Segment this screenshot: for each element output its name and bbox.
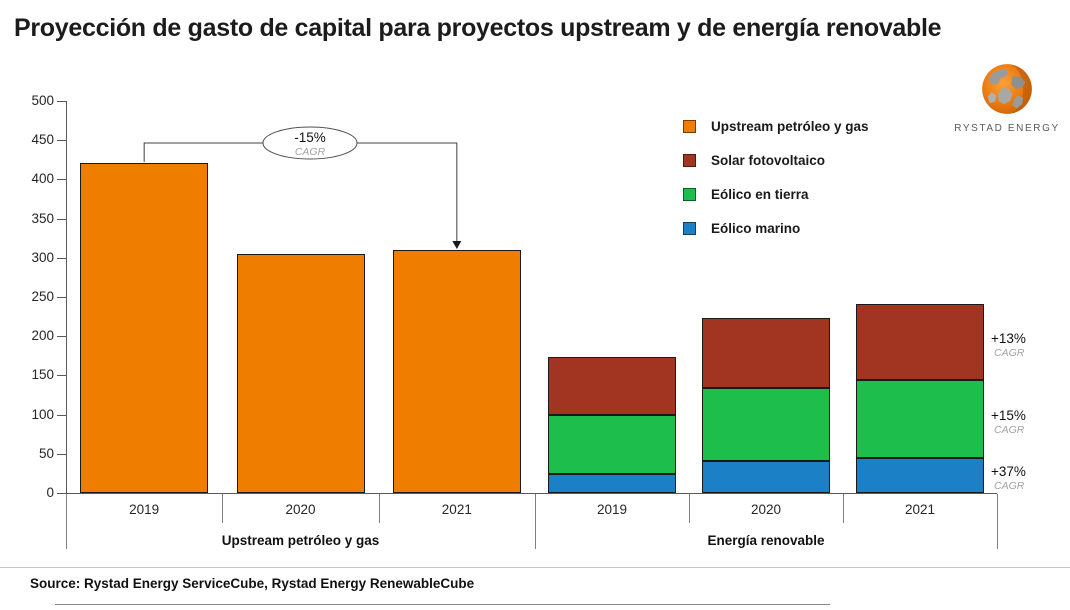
bar-onshore_wind-2020 <box>702 387 830 461</box>
year-separator <box>378 494 380 523</box>
legend-item-onshore_wind: Eólico en tierra <box>683 186 869 202</box>
year-separator <box>843 494 844 523</box>
legend-label: Eólico marino <box>711 220 801 236</box>
solar-swatch-icon <box>683 153 696 167</box>
legend: Upstream petróleo y gas Solar fotovoltaic… <box>683 118 869 236</box>
y-tick <box>57 257 66 259</box>
y-tick <box>57 336 66 338</box>
y-tick <box>57 414 66 416</box>
upstream-swatch-icon <box>683 119 696 133</box>
bar-offshore_wind-2020 <box>702 460 830 493</box>
y-tick <box>57 375 66 377</box>
x-axis-line <box>66 493 997 494</box>
y-tick-label: 400 <box>31 171 54 187</box>
cagr-sub-1: CAGR <box>994 347 1025 360</box>
y-tick-label: 100 <box>31 406 54 422</box>
y-tick <box>57 218 66 220</box>
onshore_wind-swatch-icon <box>683 187 696 201</box>
offshore_wind-swatch-icon <box>683 221 696 235</box>
y-tick-label: 250 <box>31 289 54 304</box>
bar-onshore_wind-2021 <box>856 380 984 458</box>
y-tick <box>57 493 66 494</box>
cagr-value-1: +13% <box>991 331 1026 347</box>
cagr-sub-3: CAGR <box>994 480 1025 493</box>
bar-solar-2021 <box>856 304 984 381</box>
legend-label: Upstream petróleo y gas <box>711 118 869 134</box>
y-tick <box>57 101 66 102</box>
bar-upstream-2021 <box>392 249 521 493</box>
cagr-value-3: +37% <box>991 464 1026 480</box>
y-tick <box>57 297 66 298</box>
y-axis-line <box>66 101 67 493</box>
x-year-label-Upstream-petróleo-y-gas-2019: 2019 <box>129 502 160 517</box>
x-year-label-Energía-renovable-2020: 2020 <box>750 502 782 517</box>
logo-text: RYSTAD ENERGY <box>954 123 1060 134</box>
bar-solar-2020 <box>702 318 830 388</box>
legend-label: Eólico en tierra <box>711 186 809 202</box>
legend-item-upstream: Upstream petróleo y gas <box>683 118 869 134</box>
group-label-0: Upstream petróleo y gas <box>221 533 380 548</box>
bar-onshore_wind-2019 <box>548 415 676 475</box>
separator-line <box>0 567 1070 568</box>
legend-item-offshore_wind: Eólico marino <box>683 220 869 236</box>
group-label-1: Energía renovable <box>707 533 825 548</box>
rystad-logo: RYSTAD ENERGY <box>948 62 1066 134</box>
y-tick-label: 450 <box>31 132 54 148</box>
y-tick-label: 200 <box>31 328 54 344</box>
x-year-label-Energía-renovable-2021: 2021 <box>904 502 936 517</box>
page-title: Proyección de gasto de capital para proy… <box>14 14 942 42</box>
legend-item-solar: Solar fotovoltaico <box>683 152 869 168</box>
globe-icon <box>980 64 1034 120</box>
y-tick-label: 300 <box>31 249 54 265</box>
bar-upstream-2020 <box>236 253 365 493</box>
y-tick-label: 50 <box>38 445 54 461</box>
cagr-sub-2: CAGR <box>994 423 1025 436</box>
group-boundary-line <box>66 494 67 549</box>
y-tick-label: 350 <box>31 210 54 226</box>
cagr-value-2: +15% <box>991 407 1026 423</box>
y-tick-label: 500 <box>31 93 54 108</box>
y-tick-label: 0 <box>46 485 54 500</box>
bar-upstream-2019 <box>80 162 209 493</box>
y-tick <box>57 140 66 142</box>
y-tick <box>57 453 66 455</box>
bar-solar-2019 <box>548 356 676 416</box>
group-boundary-line <box>997 494 998 549</box>
x-year-label-Energía-renovable-2019: 2019 <box>596 502 628 517</box>
year-separator <box>222 494 224 523</box>
upstream-cagr-value: -15% <box>294 130 326 145</box>
legend-label: Solar fotovoltaico <box>711 152 826 168</box>
y-tick-label: 150 <box>31 367 54 383</box>
bar-offshore_wind-2019 <box>548 474 676 493</box>
group-boundary-line <box>535 494 536 549</box>
bar-offshore_wind-2021 <box>856 457 984 493</box>
source-note: Source: Rystad Energy ServiceCube, Rysta… <box>30 576 475 591</box>
x-year-label-Upstream-petróleo-y-gas-2020: 2020 <box>285 502 316 517</box>
year-separator <box>689 494 690 523</box>
x-year-label-Upstream-petróleo-y-gas-2021: 2021 <box>441 502 472 517</box>
cagr-ellipse <box>262 126 358 160</box>
y-tick <box>57 179 66 181</box>
upstream-cagr-sub: CAGR <box>295 146 326 158</box>
bottom-rule <box>55 604 830 605</box>
cagr-arrowhead-icon <box>452 240 462 249</box>
